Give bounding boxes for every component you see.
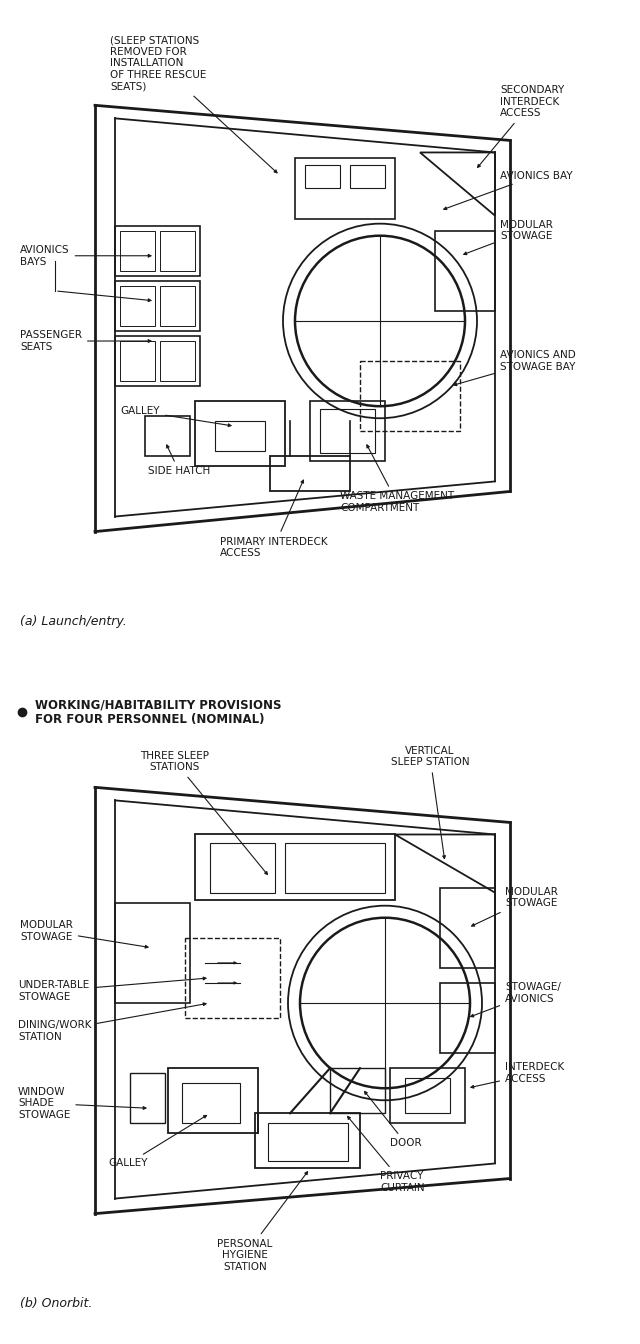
Text: MODULAR
STOWAGE: MODULAR STOWAGE [20, 921, 148, 948]
Bar [195, 402, 285, 466]
Text: AVIONICS BAY: AVIONICS BAY [444, 171, 573, 210]
Bar [255, 1113, 360, 1168]
Bar [115, 336, 200, 386]
Bar [330, 1068, 385, 1113]
Text: AVIONICS
BAYS: AVIONICS BAYS [20, 245, 151, 266]
Text: WASTE MANAGEMENT
COMPARTMENT: WASTE MANAGEMENT COMPARTMENT [340, 445, 454, 513]
Text: GALLEY: GALLEY [109, 1116, 207, 1168]
Text: WINDOW
SHADE
STOWAGE: WINDOW SHADE STOWAGE [18, 1087, 146, 1120]
Bar [115, 903, 190, 1003]
Bar [160, 286, 195, 327]
Bar [270, 457, 350, 492]
Bar [145, 417, 190, 457]
Text: (b) Onorbit.: (b) Onorbit. [20, 1297, 92, 1310]
Bar [215, 421, 265, 452]
Text: SIDE HATCH: SIDE HATCH [148, 445, 211, 476]
Text: PRIVACY
CURTAIN: PRIVACY CURTAIN [348, 1117, 424, 1193]
Bar [210, 843, 275, 892]
Bar [285, 843, 385, 892]
Bar [405, 1078, 450, 1113]
Text: STOWAGE/
AVIONICS: STOWAGE/ AVIONICS [471, 982, 561, 1017]
Bar [268, 1124, 348, 1161]
Text: WORKING/HABITABILITY PROVISIONS
FOR FOUR PERSONNEL (NOMINAL): WORKING/HABITABILITY PROVISIONS FOR FOUR… [35, 698, 282, 726]
Text: AVIONICS AND
STOWAGE BAY: AVIONICS AND STOWAGE BAY [454, 351, 576, 386]
Text: UNDER-TABLE
STOWAGE: UNDER-TABLE STOWAGE [18, 977, 206, 1001]
Bar [120, 286, 155, 327]
Text: GALLEY: GALLEY [120, 406, 231, 426]
Bar [115, 281, 200, 331]
Bar [320, 409, 375, 453]
Bar [130, 1074, 165, 1124]
Bar [120, 341, 155, 382]
Bar [390, 1068, 465, 1124]
Bar [310, 402, 385, 461]
Text: MODULAR
STOWAGE: MODULAR STOWAGE [472, 887, 558, 926]
Text: PASSENGER
SEATS: PASSENGER SEATS [20, 331, 151, 352]
Bar [185, 938, 280, 1017]
Bar [115, 226, 200, 276]
Bar [168, 1068, 258, 1133]
Text: (SLEEP STATIONS
REMOVED FOR
INSTALLATION
OF THREE RESCUE
SEATS): (SLEEP STATIONS REMOVED FOR INSTALLATION… [110, 35, 277, 173]
Text: PERSONAL
HYGIENE
STATION: PERSONAL HYGIENE STATION [218, 1172, 308, 1271]
Bar [195, 835, 395, 899]
Bar [295, 159, 395, 219]
Bar [440, 982, 495, 1054]
Text: PRIMARY INTERDECK
ACCESS: PRIMARY INTERDECK ACCESS [220, 480, 328, 558]
Bar [305, 165, 340, 188]
Text: INTERDECK
ACCESS: INTERDECK ACCESS [471, 1062, 564, 1089]
Bar [350, 165, 385, 188]
Text: DINING/WORK
STATION: DINING/WORK STATION [18, 1003, 206, 1042]
Bar [160, 341, 195, 382]
Bar [120, 231, 155, 270]
Text: DOOR: DOOR [365, 1091, 422, 1148]
Bar [435, 231, 495, 310]
Bar [440, 887, 495, 968]
Text: MODULAR
STOWAGE: MODULAR STOWAGE [464, 220, 553, 254]
Text: THREE SLEEP
STATIONS: THREE SLEEP STATIONS [141, 751, 268, 875]
Bar [160, 231, 195, 270]
Text: SECONDARY
INTERDECK
ACCESS: SECONDARY INTERDECK ACCESS [477, 85, 564, 168]
Bar [360, 362, 460, 431]
Bar [182, 1083, 240, 1124]
Text: VERTICAL
SLEEP STATION: VERTICAL SLEEP STATION [390, 746, 469, 859]
Text: (a) Launch/entry.: (a) Launch/entry. [20, 616, 127, 629]
